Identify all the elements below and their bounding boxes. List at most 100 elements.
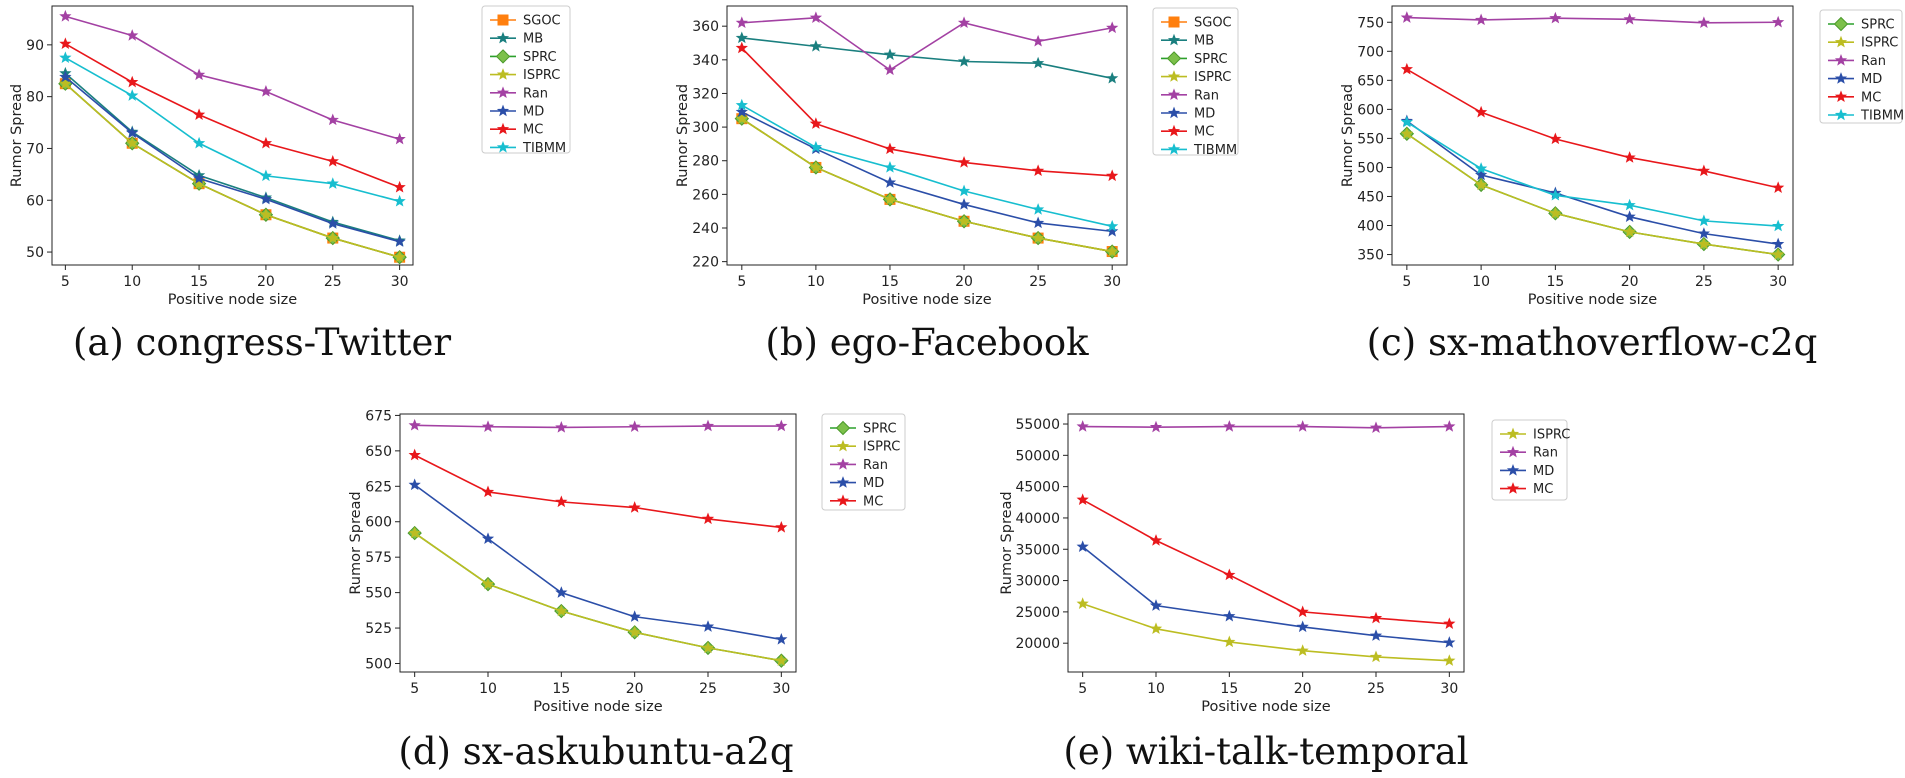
data-point-tibmm bbox=[1549, 188, 1562, 201]
data-point-ran bbox=[408, 418, 421, 431]
data-point-mb bbox=[957, 55, 971, 67]
legend: ISPRC Ran MD MC bbox=[1491, 419, 1570, 501]
data-point-mc bbox=[1296, 605, 1309, 618]
x-tick-label: 5 bbox=[61, 274, 70, 290]
legend-entry-tibmm: TIBMM bbox=[1161, 143, 1237, 158]
y-tick-label: 50 bbox=[26, 245, 44, 261]
legend-entry-isprc: ISPRC bbox=[1828, 36, 1898, 51]
data-point-mc bbox=[1076, 493, 1089, 505]
series-line-mb bbox=[741, 37, 1113, 80]
legend-label: TIBMM bbox=[522, 141, 566, 156]
legend-marker bbox=[1834, 53, 1848, 66]
legend-label: MD bbox=[1861, 72, 1882, 87]
plot-area-frame bbox=[399, 413, 797, 673]
panel-caption: (c) sx-mathoverflow-c2q bbox=[1367, 321, 1818, 364]
y-tick-label: 650 bbox=[1357, 73, 1384, 89]
data-point-isprc bbox=[1223, 635, 1236, 648]
data-point-md bbox=[1223, 609, 1236, 622]
data-point-tibmm bbox=[259, 169, 273, 182]
y-tick-label: 90 bbox=[26, 38, 44, 54]
data-point-mc bbox=[1772, 181, 1785, 193]
panel-caption: (a) congress-Twitter bbox=[73, 321, 451, 364]
data-point-isprc bbox=[1296, 644, 1309, 656]
data-point-ran bbox=[1076, 420, 1089, 432]
panel-caption: (d) sx-askubuntu-a2q bbox=[398, 730, 793, 773]
legend-entry-sprc: SPRC bbox=[830, 420, 897, 437]
legend-marker bbox=[497, 14, 509, 26]
x-axis-label: Positive node size bbox=[1201, 699, 1330, 715]
legend-marker bbox=[496, 31, 510, 44]
y-tick-label: 80 bbox=[26, 90, 44, 106]
legend-marker bbox=[1167, 33, 1181, 46]
y-tick-label: 550 bbox=[365, 586, 392, 602]
data-point-ran bbox=[555, 421, 568, 433]
legend-marker bbox=[496, 68, 510, 80]
x-axis-label: Positive node size bbox=[1528, 292, 1657, 308]
x-tick-label: 10 bbox=[123, 274, 141, 290]
data-point-ran bbox=[735, 16, 748, 29]
data-point-tibmm bbox=[326, 177, 339, 189]
y-tick-label: 300 bbox=[692, 120, 719, 136]
data-point-tibmm bbox=[735, 98, 748, 111]
legend-label: ISPRC bbox=[863, 440, 900, 455]
x-tick-label: 15 bbox=[1546, 274, 1564, 290]
data-point-isprc bbox=[59, 77, 72, 89]
data-point-mc bbox=[481, 485, 495, 498]
data-point-ran bbox=[1474, 13, 1488, 26]
legend-label: MB bbox=[523, 32, 543, 47]
series-mc bbox=[1076, 493, 1456, 629]
y-tick-label: 625 bbox=[365, 479, 392, 495]
legend-label: SGOC bbox=[1194, 16, 1232, 31]
x-axis-label: Positive node size bbox=[862, 292, 991, 308]
x-tick-label: 5 bbox=[737, 274, 746, 290]
y-axis-label: Rumor Spread bbox=[1340, 84, 1356, 187]
data-point-isprc bbox=[1369, 650, 1383, 663]
data-point-isprc bbox=[408, 526, 421, 539]
data-point-ran bbox=[1623, 12, 1636, 25]
x-tick-label: 30 bbox=[391, 274, 409, 290]
data-point-isprc bbox=[555, 604, 568, 617]
y-tick-label: 280 bbox=[692, 154, 719, 170]
data-point-ran bbox=[701, 419, 715, 432]
data-point-ran bbox=[1369, 421, 1383, 433]
legend-label: MD bbox=[523, 105, 544, 120]
series-ran bbox=[1076, 420, 1456, 433]
data-point-ran bbox=[1443, 420, 1456, 432]
legend-entry-isprc: ISPRC bbox=[830, 440, 900, 455]
legend-marker bbox=[1834, 72, 1848, 84]
series-mb bbox=[735, 31, 1119, 84]
y-tick-label: 360 bbox=[692, 19, 719, 35]
legend-label: Ran bbox=[1194, 88, 1219, 103]
series-isprc bbox=[59, 77, 406, 263]
data-point-tibmm bbox=[1400, 115, 1413, 128]
plot-area-frame bbox=[1391, 5, 1794, 266]
data-point-isprc bbox=[809, 161, 823, 173]
series-line-ran bbox=[65, 15, 400, 140]
legend-label: SPRC bbox=[523, 50, 557, 65]
data-point-md bbox=[408, 478, 421, 491]
y-tick-label: 55000 bbox=[1015, 417, 1060, 433]
legend: SGOC MB SPRC ISPRC Ran MD MC TIBMM bbox=[481, 5, 571, 156]
data-point-ran bbox=[883, 63, 897, 76]
data-point-isprc bbox=[1549, 206, 1562, 219]
data-point-tibmm bbox=[1697, 214, 1711, 227]
legend-marker bbox=[1834, 90, 1848, 103]
data-point-ran bbox=[393, 132, 406, 145]
y-tick-label: 20000 bbox=[1015, 636, 1060, 652]
data-point-mc bbox=[701, 512, 715, 525]
data-point-isprc bbox=[1474, 178, 1488, 191]
series-mc bbox=[408, 448, 788, 533]
y-tick-label: 450 bbox=[1357, 189, 1384, 205]
legend-label: MD bbox=[1533, 464, 1554, 479]
data-point-mc bbox=[326, 154, 339, 167]
legend-marker bbox=[1167, 106, 1181, 119]
data-point-isprc bbox=[1149, 622, 1163, 634]
legend-entry-sgoc: SGOC bbox=[1161, 16, 1232, 31]
data-point-md bbox=[775, 632, 788, 645]
series-line-md bbox=[414, 484, 782, 641]
x-axis-label: Positive node size bbox=[533, 699, 662, 715]
data-point-md bbox=[481, 532, 495, 544]
x-tick-label: 5 bbox=[1402, 274, 1411, 290]
data-point-mb bbox=[735, 31, 748, 44]
series-line-ran bbox=[1082, 425, 1450, 429]
